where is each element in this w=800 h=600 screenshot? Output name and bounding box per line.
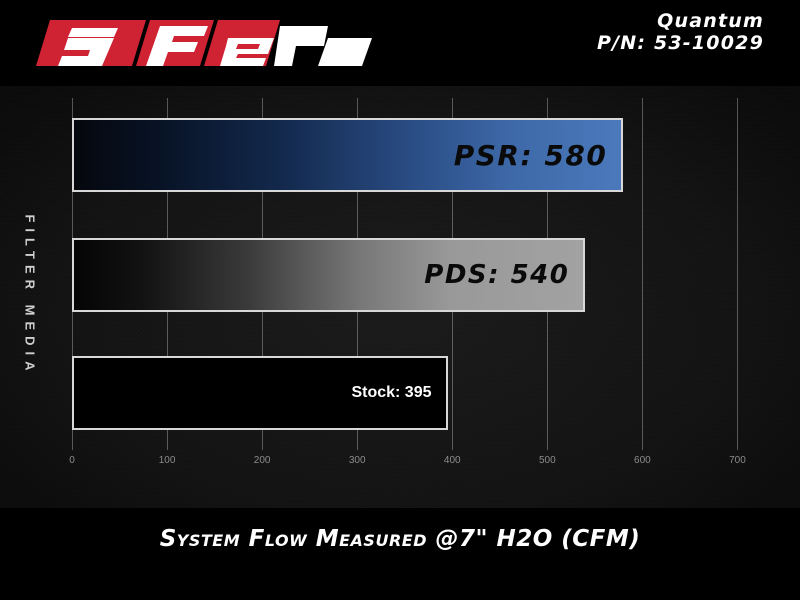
bar-value-label: PDS: 540 bbox=[424, 260, 570, 290]
x-tick-label: 600 bbox=[634, 455, 651, 466]
product-name: Quantum bbox=[657, 10, 764, 32]
bar-value-label: PSR: 580 bbox=[453, 138, 608, 172]
x-tick-label: 300 bbox=[348, 455, 366, 466]
x-tick-label: 500 bbox=[538, 455, 556, 466]
gridline bbox=[642, 98, 644, 450]
plot-area: PSR: 580 PDS: 540 Stock: 395 bbox=[72, 98, 785, 450]
x-tick-label: 400 bbox=[443, 455, 461, 466]
afe-power-logo bbox=[28, 12, 378, 74]
footer-bar: System Flow Measured @7" H2O (CFM) bbox=[0, 508, 800, 600]
bar-value-label: Stock: 395 bbox=[351, 384, 432, 401]
product-info: Quantum P/N: 53-10029 bbox=[597, 10, 764, 55]
y-axis-title-label: FILTER MEDIA bbox=[22, 213, 38, 377]
x-axis: 0 100 200 300 400 500 600 700 bbox=[69, 455, 785, 473]
header-bar: Quantum P/N: 53-10029 bbox=[0, 0, 800, 86]
x-tick-label: 0 bbox=[69, 455, 75, 466]
x-tick-label: 700 bbox=[729, 455, 746, 466]
part-number: P/N: 53-10029 bbox=[596, 32, 764, 55]
x-axis-caption: System Flow Measured @7" H2O (CFM) bbox=[159, 526, 641, 552]
x-tick-label: 200 bbox=[253, 455, 271, 466]
y-axis-title: FILTER MEDIA bbox=[0, 180, 60, 410]
bar-stock: Stock: 395 bbox=[72, 356, 448, 430]
bar-psr: PSR: 580 bbox=[72, 118, 624, 192]
x-tick-label: 100 bbox=[158, 455, 176, 466]
bar-pds: PDS: 540 bbox=[72, 238, 586, 312]
gridline bbox=[737, 98, 739, 450]
